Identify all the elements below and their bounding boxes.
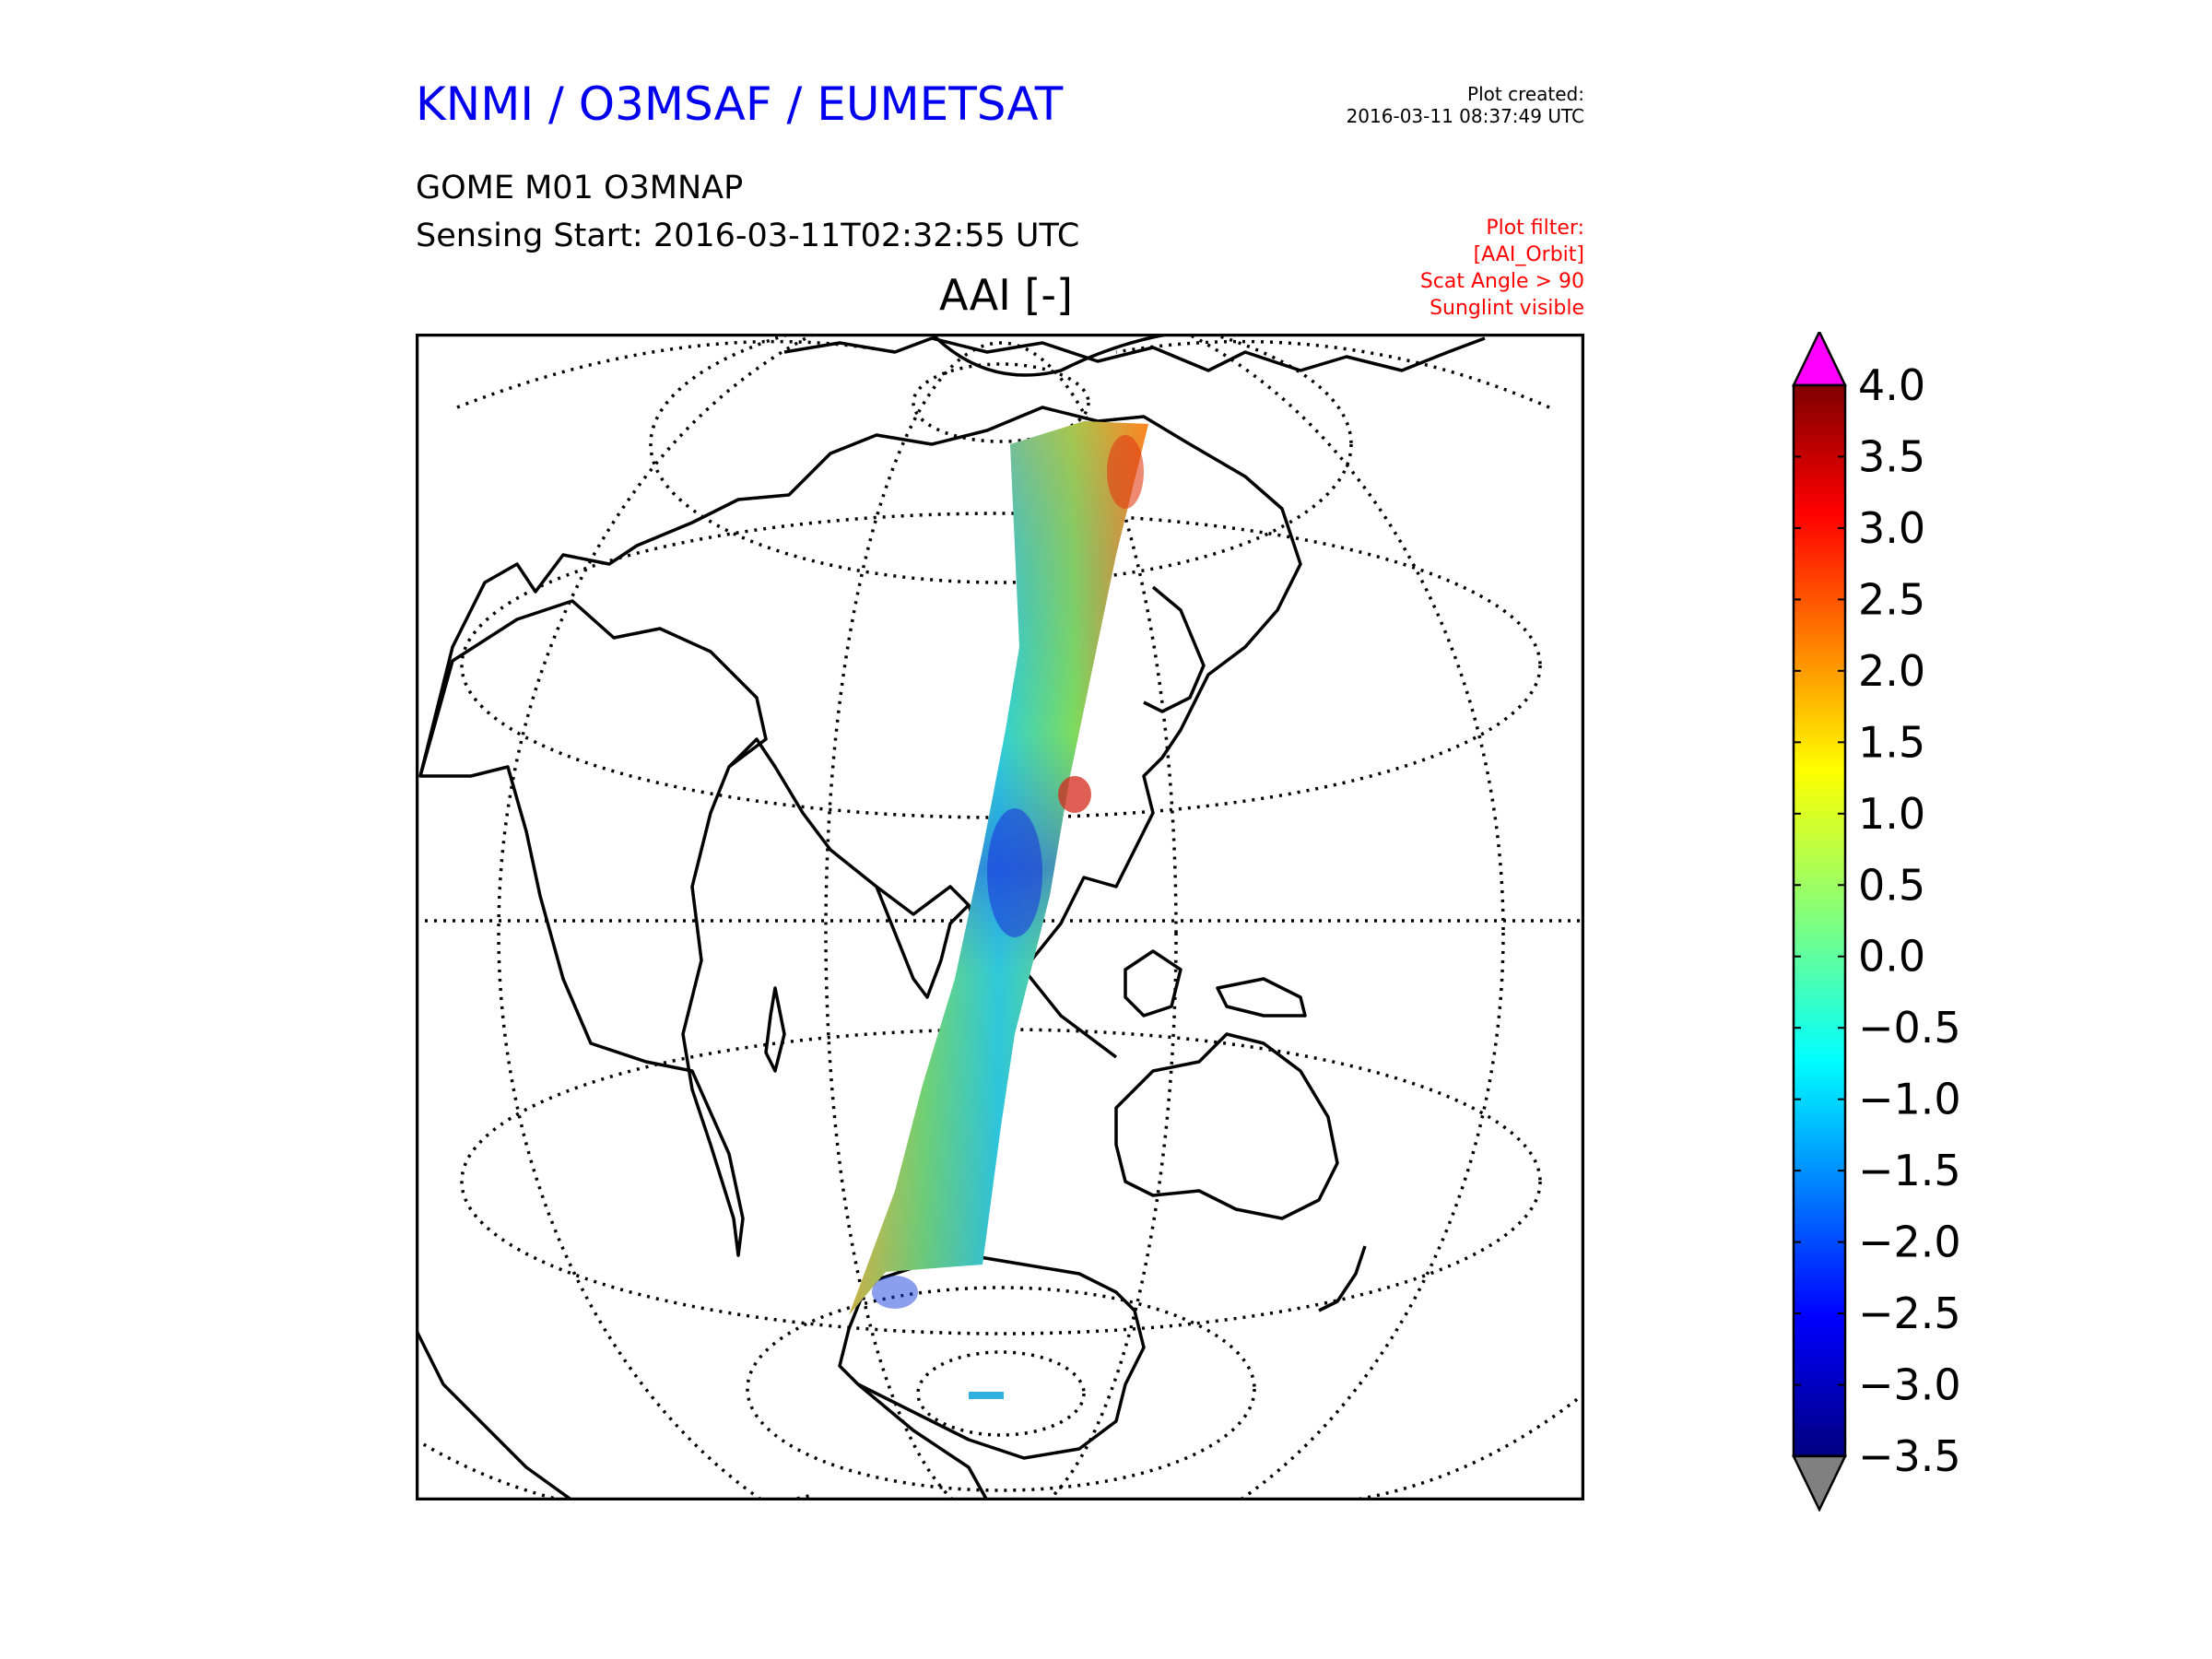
sensing-start: Sensing Start: 2016-03-11T02:32:55 UTC — [416, 218, 1080, 254]
colorbar-ticks: 4.0 3.5 3.0 2.5 2.0 1.5 1.0 0.5 0.0 −0.5 −1.0 −1.5 −… — [1794, 360, 1961, 1481]
plot-created-label: Plot created: — [1467, 83, 1584, 105]
coast-antarctic-peninsula — [856, 1382, 989, 1500]
colorbar-tick-label: −2.5 — [1858, 1288, 1961, 1338]
graticule — [416, 334, 1584, 1500]
map-panel — [416, 334, 1584, 1500]
swath-north-red-patch — [1107, 435, 1144, 509]
organization-title: KNMI / O3MSAF / EUMETSAT — [416, 77, 1064, 131]
meridian-outer — [497, 334, 1505, 1500]
coast-new-guinea — [1216, 977, 1307, 1018]
latitude-circle-south-60 — [746, 1286, 1256, 1492]
meridian-south-west — [416, 1438, 813, 1500]
colorbar-under-triangle — [1792, 1454, 1847, 1512]
latitude-circle-south-80 — [916, 1350, 1086, 1437]
filter-line-1: Plot filter: — [1486, 217, 1584, 240]
plot-filter: Plot filter: [AAI_Orbit] Scat Angle > 90… — [1420, 215, 1584, 322]
meridian-north-east — [1115, 339, 1550, 409]
colorbar-gradient — [1792, 383, 1847, 1458]
swath-high-aai-patch — [1058, 776, 1091, 813]
colorbar-tick-label: −2.0 — [1858, 1218, 1961, 1267]
swath-low-aai-patch — [987, 808, 1042, 937]
filter-line-2: [AAI_Orbit] — [1473, 243, 1584, 266]
colorbar-tick-label: −0.5 — [1858, 1003, 1961, 1053]
colorbar-tick-label: 0.0 — [1858, 932, 1925, 982]
coast-africa — [418, 599, 768, 1257]
coast-madagascar — [764, 986, 786, 1073]
swath-south-pole-fragment — [969, 1392, 1004, 1399]
coast-new-zealand — [1318, 1245, 1367, 1312]
meridian-inner — [824, 341, 1178, 1500]
map-frame — [416, 334, 1584, 1500]
coast-greenland — [930, 334, 1172, 377]
coastlines — [416, 334, 1486, 1500]
latitude-circle-south-30 — [460, 1028, 1542, 1335]
satellite-swath — [849, 421, 1148, 1399]
colorbar-tick-label: 2.5 — [1858, 574, 1925, 624]
coast-india — [875, 886, 971, 999]
colorbar: 4.0 3.5 3.0 2.5 2.0 1.5 1.0 0.5 0.0 −0.5 −1.0 −1.5 −… — [1792, 332, 1961, 1512]
colorbar-tick-label: −3.0 — [1858, 1360, 1961, 1410]
product-name: GOME M01 O3MNAP — [416, 170, 744, 206]
filter-line-3: Scat Angle > 90 — [1419, 270, 1584, 293]
latitude-circle-north-60 — [649, 334, 1353, 584]
coast-south-america-tip — [416, 1328, 574, 1500]
latitude-circle-north-30 — [460, 512, 1542, 819]
colorbar-tick-label: 0.5 — [1858, 860, 1925, 910]
colorbar-tick-label: 2.0 — [1858, 646, 1925, 696]
colorbar-tick-label: 1.5 — [1858, 717, 1925, 767]
swath-south-blue-patch — [872, 1276, 918, 1309]
coast-sumatra — [1022, 968, 1118, 1059]
colorbar-tick-label: −1.5 — [1858, 1146, 1961, 1195]
plot-created-time: 2016-03-11 08:37:49 UTC — [1346, 105, 1584, 127]
coast-europe-asia — [418, 406, 1302, 999]
colorbar-tick-label: −3.5 — [1858, 1431, 1961, 1481]
colorbar-tick-label: 3.5 — [1858, 431, 1925, 481]
variable-title: AAI [-] — [939, 270, 1073, 320]
plot-created-info: Plot created: 2016-03-11 08:37:49 UTC — [1347, 83, 1584, 127]
coast-borneo — [1124, 949, 1182, 1018]
colorbar-tick-label: 3.0 — [1858, 503, 1925, 553]
coast-australia — [1114, 1032, 1339, 1220]
colorbar-over-triangle — [1792, 332, 1847, 387]
latitude-circle-north-80 — [912, 362, 1090, 443]
coast-japan — [1143, 585, 1206, 713]
coast-arctic — [783, 336, 1486, 372]
filter-line-4: Sunglint visible — [1430, 297, 1584, 320]
colorbar-tick-label: 4.0 — [1858, 360, 1925, 410]
colorbar-tick-label: −1.0 — [1858, 1075, 1961, 1124]
colorbar-tick-label: 1.0 — [1858, 789, 1925, 839]
